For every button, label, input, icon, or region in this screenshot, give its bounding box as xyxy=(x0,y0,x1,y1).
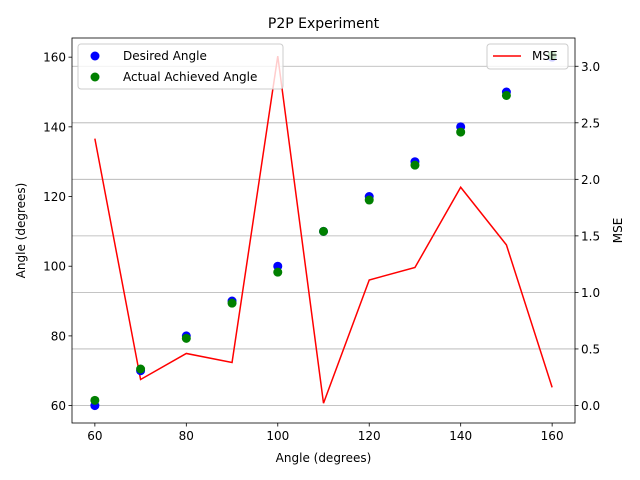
x-axis-ticks: 60 80 100 120 140 160 xyxy=(87,423,564,443)
y2-tick-label-3: 1.5 xyxy=(581,229,600,243)
point-actual-8 xyxy=(456,127,466,137)
legend-marker-desired xyxy=(90,51,100,61)
point-actual-3 xyxy=(227,298,237,308)
y-tick-label-0: 60 xyxy=(51,399,66,413)
y2-tick-label-1: 0.5 xyxy=(581,342,600,356)
point-actual-5 xyxy=(319,226,328,236)
point-actual-1 xyxy=(136,364,146,374)
legend-label-mse: MSE xyxy=(532,49,558,63)
x-axis-label: Angle (degrees) xyxy=(276,451,372,465)
plot-frame xyxy=(71,37,576,424)
y-tick-label-5: 160 xyxy=(43,51,66,65)
y2-tick-label-6: 3.0 xyxy=(581,60,600,74)
point-actual-4 xyxy=(273,267,283,277)
y2-tick-label-2: 1.0 xyxy=(581,286,600,300)
y2-tick-label-0: 0.0 xyxy=(581,399,600,413)
x-tick-label-0: 60 xyxy=(87,429,102,443)
point-actual-0 xyxy=(90,395,100,405)
legend-right-box xyxy=(486,43,569,70)
x-tick-label-3: 120 xyxy=(358,429,381,443)
legend-label-actual: Actual Achieved Angle xyxy=(123,70,257,84)
y-tick-label-3: 120 xyxy=(43,190,66,204)
series-line-mse xyxy=(94,55,553,404)
point-actual-7 xyxy=(410,160,420,170)
x-tick-label-5: 160 xyxy=(541,429,564,443)
y2-tick-label-4: 2.0 xyxy=(581,173,600,187)
point-actual-6 xyxy=(364,195,374,205)
legend-label-desired: Desired Angle xyxy=(123,49,207,63)
x-tick-label-2: 100 xyxy=(266,429,289,443)
y-axis-left-ticks: 60 80 100 120 140 160 xyxy=(43,51,72,413)
x-tick-label-1: 80 xyxy=(179,429,194,443)
x-tick-label-4: 140 xyxy=(449,429,472,443)
legend-right: MSE xyxy=(486,43,569,70)
y-tick-label-2: 100 xyxy=(43,260,66,274)
legend-marker-actual xyxy=(90,72,100,82)
y-tick-label-1: 80 xyxy=(51,329,66,343)
point-actual-9 xyxy=(501,90,511,100)
y-axis-right-ticks: 0.0 0.5 1.0 1.5 2.0 2.5 3.0 xyxy=(575,60,600,413)
legend-left-box xyxy=(77,43,284,90)
chart-title: P2P Experiment xyxy=(268,16,380,32)
legend-left: Desired Angle Actual Achieved Angle xyxy=(77,43,284,90)
y2-tick-label-5: 2.5 xyxy=(581,116,600,130)
y-axis-left-label: Angle (degrees) xyxy=(14,183,28,279)
line-layer xyxy=(94,55,553,404)
point-actual-2 xyxy=(181,333,191,343)
y-tick-label-4: 140 xyxy=(43,120,66,134)
y-axis-right-label: MSE xyxy=(611,218,625,244)
